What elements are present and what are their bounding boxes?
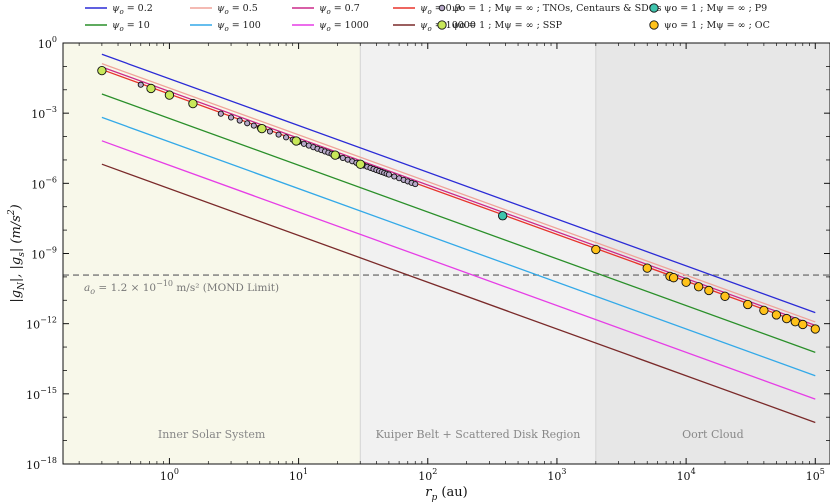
series-line [101,93,816,353]
legend: ψo = 0.2 ψo = 0.5 ψo = 0.7 ψo = 0.9 ψo = 10 ψ… [85,3,770,33]
y-tick-label: 10−6 [31,175,57,191]
x-tick-label: 102 [418,467,437,483]
series-line [101,66,816,326]
x-tick-label: 105 [806,467,825,483]
data-point [355,159,366,169]
x-tick-label: 103 [547,467,566,483]
legend-marker [438,4,446,12]
legend-label: ψo = 1 ; Mψ = ∞ ; TNOs, Centaurs & SDOs [452,3,662,14]
data-point [97,65,107,76]
data-point [720,291,730,301]
legend-label: ψo = 0.9 [420,3,461,16]
data-point [228,114,235,121]
scatter-points [97,65,820,334]
legend-marker [437,20,447,30]
data-point [300,140,307,147]
x-tick-label: 101 [289,467,308,483]
region-band [595,43,830,464]
legend-label: ψo = 1000 [319,20,369,33]
data-point [385,171,392,178]
data-point [704,285,714,296]
data-point [810,324,820,334]
region-label: Inner Solar System [158,428,266,441]
series-line [101,116,816,377]
series-line [101,163,816,424]
data-point [771,310,782,320]
data-point [275,131,282,138]
y-tick-label: 10−3 [31,105,57,121]
data-point [266,128,273,135]
data-point [798,319,808,330]
legend-label: ψo = 0.2 [112,3,153,16]
data-point [391,173,398,180]
data-point [244,120,251,127]
legend-label: ψo = 1 ; Mψ = ∞ ; SSP [452,20,563,31]
series-line [101,62,816,323]
data-point [291,136,301,146]
data-point [188,98,198,109]
data-point [257,123,267,134]
legend-label: ψo = 10000 [420,20,476,33]
y-axis-title: |gN|, |gs| (m/s2) [7,204,27,302]
legend-label: ψo = 0.7 [319,3,360,16]
y-tick-label: 10−12 [26,316,57,332]
data-point [283,134,290,141]
legend-label: ψo = 1 ; Mψ = ∞ ; P9 [664,3,767,14]
data-point [498,211,508,221]
mond-limit: ao = 1.2 × 10−10 m/s² (MOND Limit) [63,274,830,296]
data-point [137,81,144,88]
series-line [101,140,816,400]
legend-marker [649,20,659,30]
region-label: Kuiper Belt + Scattered Disk Region [376,428,581,441]
legend-label: ψo = 100 [217,20,261,33]
legend-marker [649,3,659,13]
x-tick-label: 100 [160,467,179,483]
data-point [146,83,156,94]
data-point [339,154,346,161]
legend-label: ψo = 1 ; Mψ = ∞ ; OC [664,20,770,31]
x-tick-label: 104 [677,467,696,483]
data-point [236,117,243,124]
series-line [101,53,816,314]
legend-label: ψo = 0.5 [217,3,258,16]
axes: 100 101 102 103 104 105 100 10−3 10−6 10−9 10−12 10… [7,35,830,503]
y-tick-label: 10−9 [31,246,57,262]
region-band [63,43,361,464]
data-point [217,110,224,117]
data-point [642,263,652,273]
region-backgrounds: Inner Solar System Kuiper Belt + Scattere… [63,43,830,464]
data-point [412,181,419,188]
data-point [164,90,175,100]
data-point [743,299,753,310]
y-tick-label: 10−18 [26,456,57,472]
data-point [759,305,769,316]
data-point [250,122,257,129]
y-tick-label: 100 [38,35,57,51]
data-point [591,244,601,255]
data-point [781,313,792,324]
mond-limit-label: ao = 1.2 × 10−10 m/s² (MOND Limit) [84,279,279,296]
y-tick-label: 10−15 [26,386,57,402]
legend-label: ψo = 10 [112,20,150,33]
data-point [330,150,340,160]
region-label: Oort Cloud [682,428,744,441]
data-point [693,282,704,292]
x-axis-title: rp (au) [425,485,467,503]
data-point [668,273,679,283]
data-point [681,277,691,287]
